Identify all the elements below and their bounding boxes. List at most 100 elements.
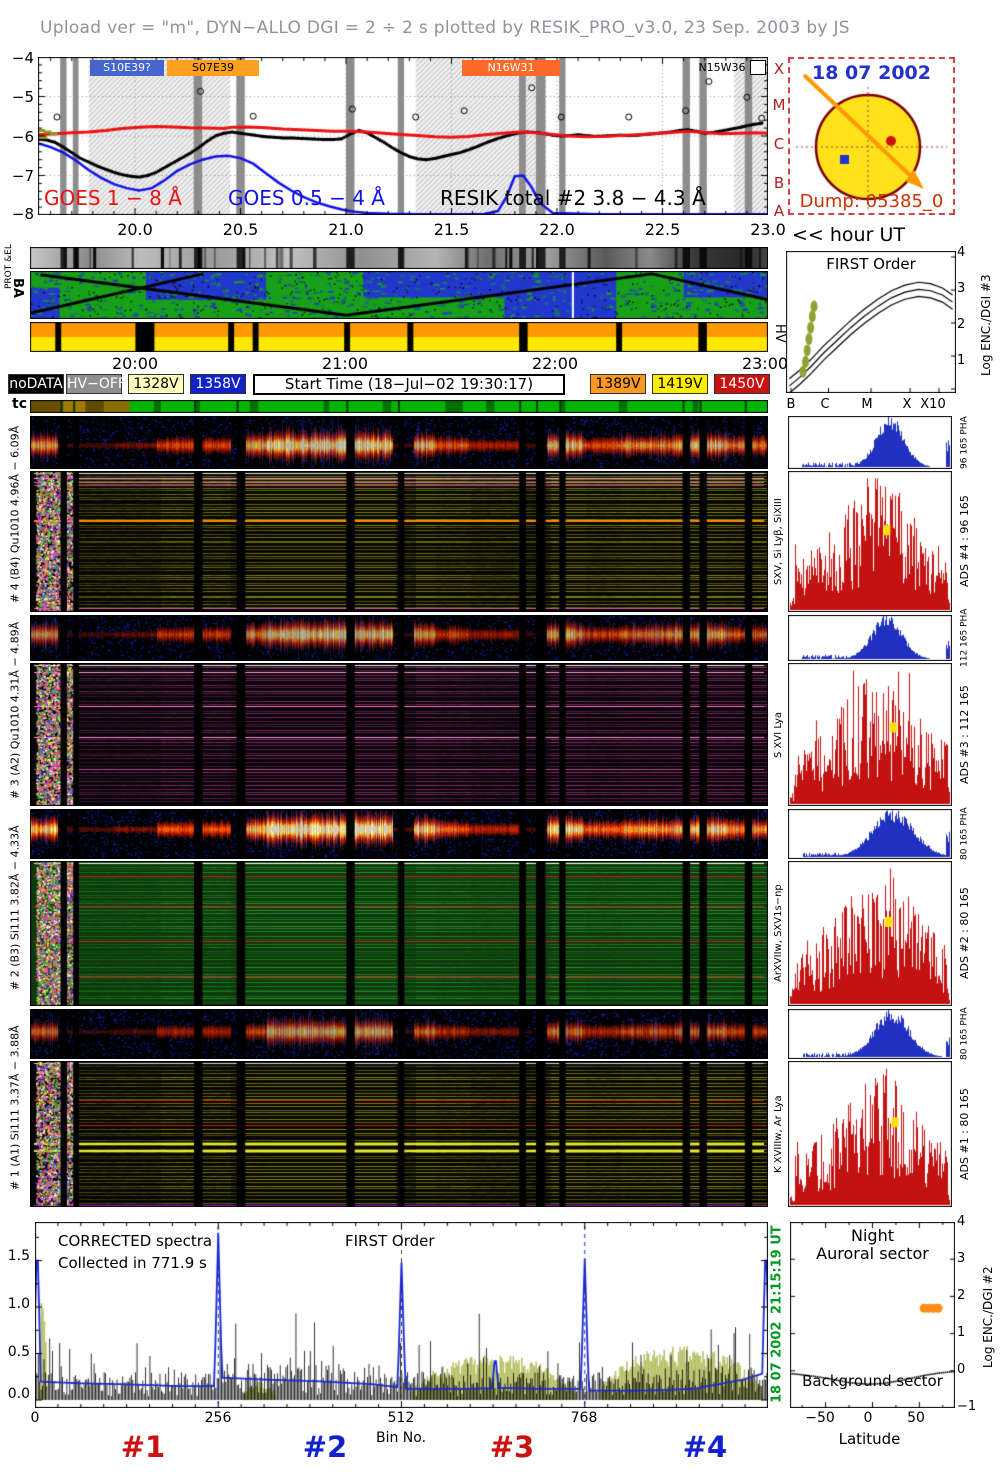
goes-y-tick: −4: [11, 49, 34, 67]
hv-legend-item: noDATA: [8, 374, 64, 394]
channel4-spectrogram: [30, 416, 768, 469]
channel2-spectra-panel: [30, 861, 768, 1006]
channel2-pha-label: 80 165 PHA: [959, 807, 970, 861]
fo-right-axis-label: Log ENC./DGI #3: [979, 274, 993, 376]
goes-class-label: B: [773, 174, 785, 192]
sun-position-panel: [788, 57, 955, 215]
goes-x-tick: 20.0: [117, 220, 153, 239]
fo-x-label: C: [820, 397, 830, 412]
goes-legend-red: GOES 1 − 8 Å: [44, 186, 182, 210]
ba-label: BA: [10, 278, 25, 298]
channel3-lines-label: S XVI Lya: [773, 711, 784, 758]
goes-x-tick: 21.5: [433, 220, 470, 239]
collected-time-label: Collected in 771.9 s: [58, 1254, 207, 1272]
channel4-left-label: # 4 (B4) Qu1010 4.96Å − 6.09Å: [8, 425, 22, 603]
spectra-channel-tag: #2: [302, 1430, 348, 1464]
hv-legend-item: 1450V: [714, 374, 770, 394]
hv-voltage-strip: [30, 322, 768, 352]
channel1-lines-label: K XVIIIw, Ar Lya: [773, 1095, 784, 1173]
spectra-y-tick: 0.0: [7, 1386, 30, 1402]
latitude-label: Latitude: [838, 1430, 901, 1448]
region-marker-box: [750, 60, 766, 75]
sector-y-tick: 4: [957, 1214, 966, 1229]
channel3-pha-histogram: [788, 615, 952, 661]
goes-legend-blue: GOES 0.5 − 4 Å: [228, 186, 385, 210]
spectra-y-tick: 1.0: [7, 1296, 30, 1312]
hv-label: HV: [772, 324, 787, 343]
spectra-channel-tag: #4: [682, 1430, 728, 1464]
channel4-spectra-panel: [30, 471, 768, 612]
fo-y-tick: 1: [957, 353, 966, 368]
spectra-channel-tag: #3: [489, 1430, 535, 1464]
first-order-chart: [786, 251, 956, 393]
first-order-title: FIRST Order: [826, 255, 916, 273]
active-region-badge-4: N15W36: [698, 61, 746, 74]
goes-class-label: X: [773, 60, 785, 78]
proton-electron-strip: [30, 247, 768, 269]
hv-legend-item: 1328V: [128, 374, 184, 394]
spectra-x-tick: 768: [570, 1410, 598, 1426]
sector-x-tick: 0: [863, 1410, 873, 1426]
spectra-y-tick: 0.5: [7, 1344, 30, 1360]
hv-legend-item: HV−OFF: [66, 374, 126, 394]
hv-legend-item: 1419V: [652, 374, 708, 394]
goes-x-tick: 20.5: [222, 220, 259, 239]
start-time-box: Start Time (18−Jul−02 19:30:17): [253, 374, 565, 395]
fo-x-label: M: [861, 397, 873, 412]
channel1-ads-histogram: [788, 1061, 952, 1207]
strip-x-tick: 20:00: [111, 354, 159, 373]
goes-flux-chart: [38, 57, 768, 215]
goes-class-label: C: [773, 135, 785, 153]
fo-y-tick: 3: [957, 281, 966, 296]
spectra-time-label: 21:15:19 UT: [769, 1225, 785, 1315]
goes-y-tick: −7: [11, 167, 34, 185]
auroral-sector-label: Auroral sector: [816, 1244, 929, 1263]
channel3-left-label: # 3 (A2) Qu1010 4.31Å − 4.89Å: [8, 621, 22, 800]
channel4-pha-label: 96 165 PHA: [959, 416, 970, 469]
channel3-spectrogram: [30, 615, 768, 661]
sector-y-tick: −1: [957, 1399, 977, 1414]
fo-y-tick: 4: [957, 245, 966, 260]
channel1-spectrogram: [30, 1009, 768, 1059]
corrected-spectra-chart: [35, 1222, 768, 1408]
spectra-channel-tag: #1: [120, 1430, 166, 1464]
sector-x-tick: 50: [907, 1410, 925, 1426]
channel2-ads-label: ADS #2 : 80 165: [958, 887, 971, 980]
goes-class-label: M: [772, 96, 786, 114]
channel1-spectra-panel: [30, 1061, 768, 1207]
hv-legend-item: 1358V: [190, 374, 246, 394]
channel3-ads-label: ADS #3 : 112 165: [958, 685, 971, 784]
sector-y-tick: 0: [957, 1362, 966, 1377]
sector-x-tick: −50: [805, 1410, 835, 1426]
goes-x-tick: 22.5: [644, 220, 681, 239]
spectra-x-tick: 0: [30, 1410, 40, 1426]
channel2-left-label: # 2 (B3) Si111 3.82Å − 4.33Å: [8, 825, 22, 990]
channel2-pha-histogram: [788, 809, 952, 859]
goes-y-tick: −5: [11, 88, 34, 106]
sector-y-tick: 3: [957, 1251, 966, 1266]
channel3-ads-histogram: [788, 663, 952, 806]
active-region-badge-1: S10E39?: [90, 60, 164, 76]
background-sector-chart: [790, 1222, 955, 1408]
tc-strip: [30, 400, 768, 413]
sector-y-tick: 2: [957, 1288, 966, 1303]
channel1-ads-label: ADS #1 : 80 165: [958, 1088, 971, 1180]
bin-no-label: Bin No.: [375, 1430, 427, 1446]
channel3-spectra-panel: [30, 663, 768, 806]
active-region-badge-3: N16W31: [462, 60, 560, 76]
first-order-annotation: FIRST Order: [345, 1232, 435, 1250]
goes-y-tick: −8: [11, 205, 34, 223]
channel1-left-label: # 1 (A1) Si111 3.37Å − 3.88Å: [8, 1025, 22, 1191]
goes-class-label: A: [773, 202, 785, 220]
channel2-spectrogram: [30, 809, 768, 859]
corrected-spectra-title: CORRECTED spectra: [58, 1232, 213, 1250]
background-sector-label: Background sector: [802, 1372, 943, 1390]
goes-x-tick: 22.0: [539, 220, 575, 239]
fo-x-label: X: [902, 397, 912, 412]
spectra-y-tick: 1.5: [7, 1248, 30, 1264]
goes-legend-resik: RESIK total #2 3.8 − 4.3 Å: [440, 186, 706, 210]
active-region-badge-2: S07E39: [167, 60, 259, 76]
channel2-lines-label: ArXVIIw, SXV1s−np: [773, 884, 784, 983]
spectra-x-tick: 512: [387, 1410, 415, 1426]
goes-y-tick: −6: [11, 128, 34, 146]
